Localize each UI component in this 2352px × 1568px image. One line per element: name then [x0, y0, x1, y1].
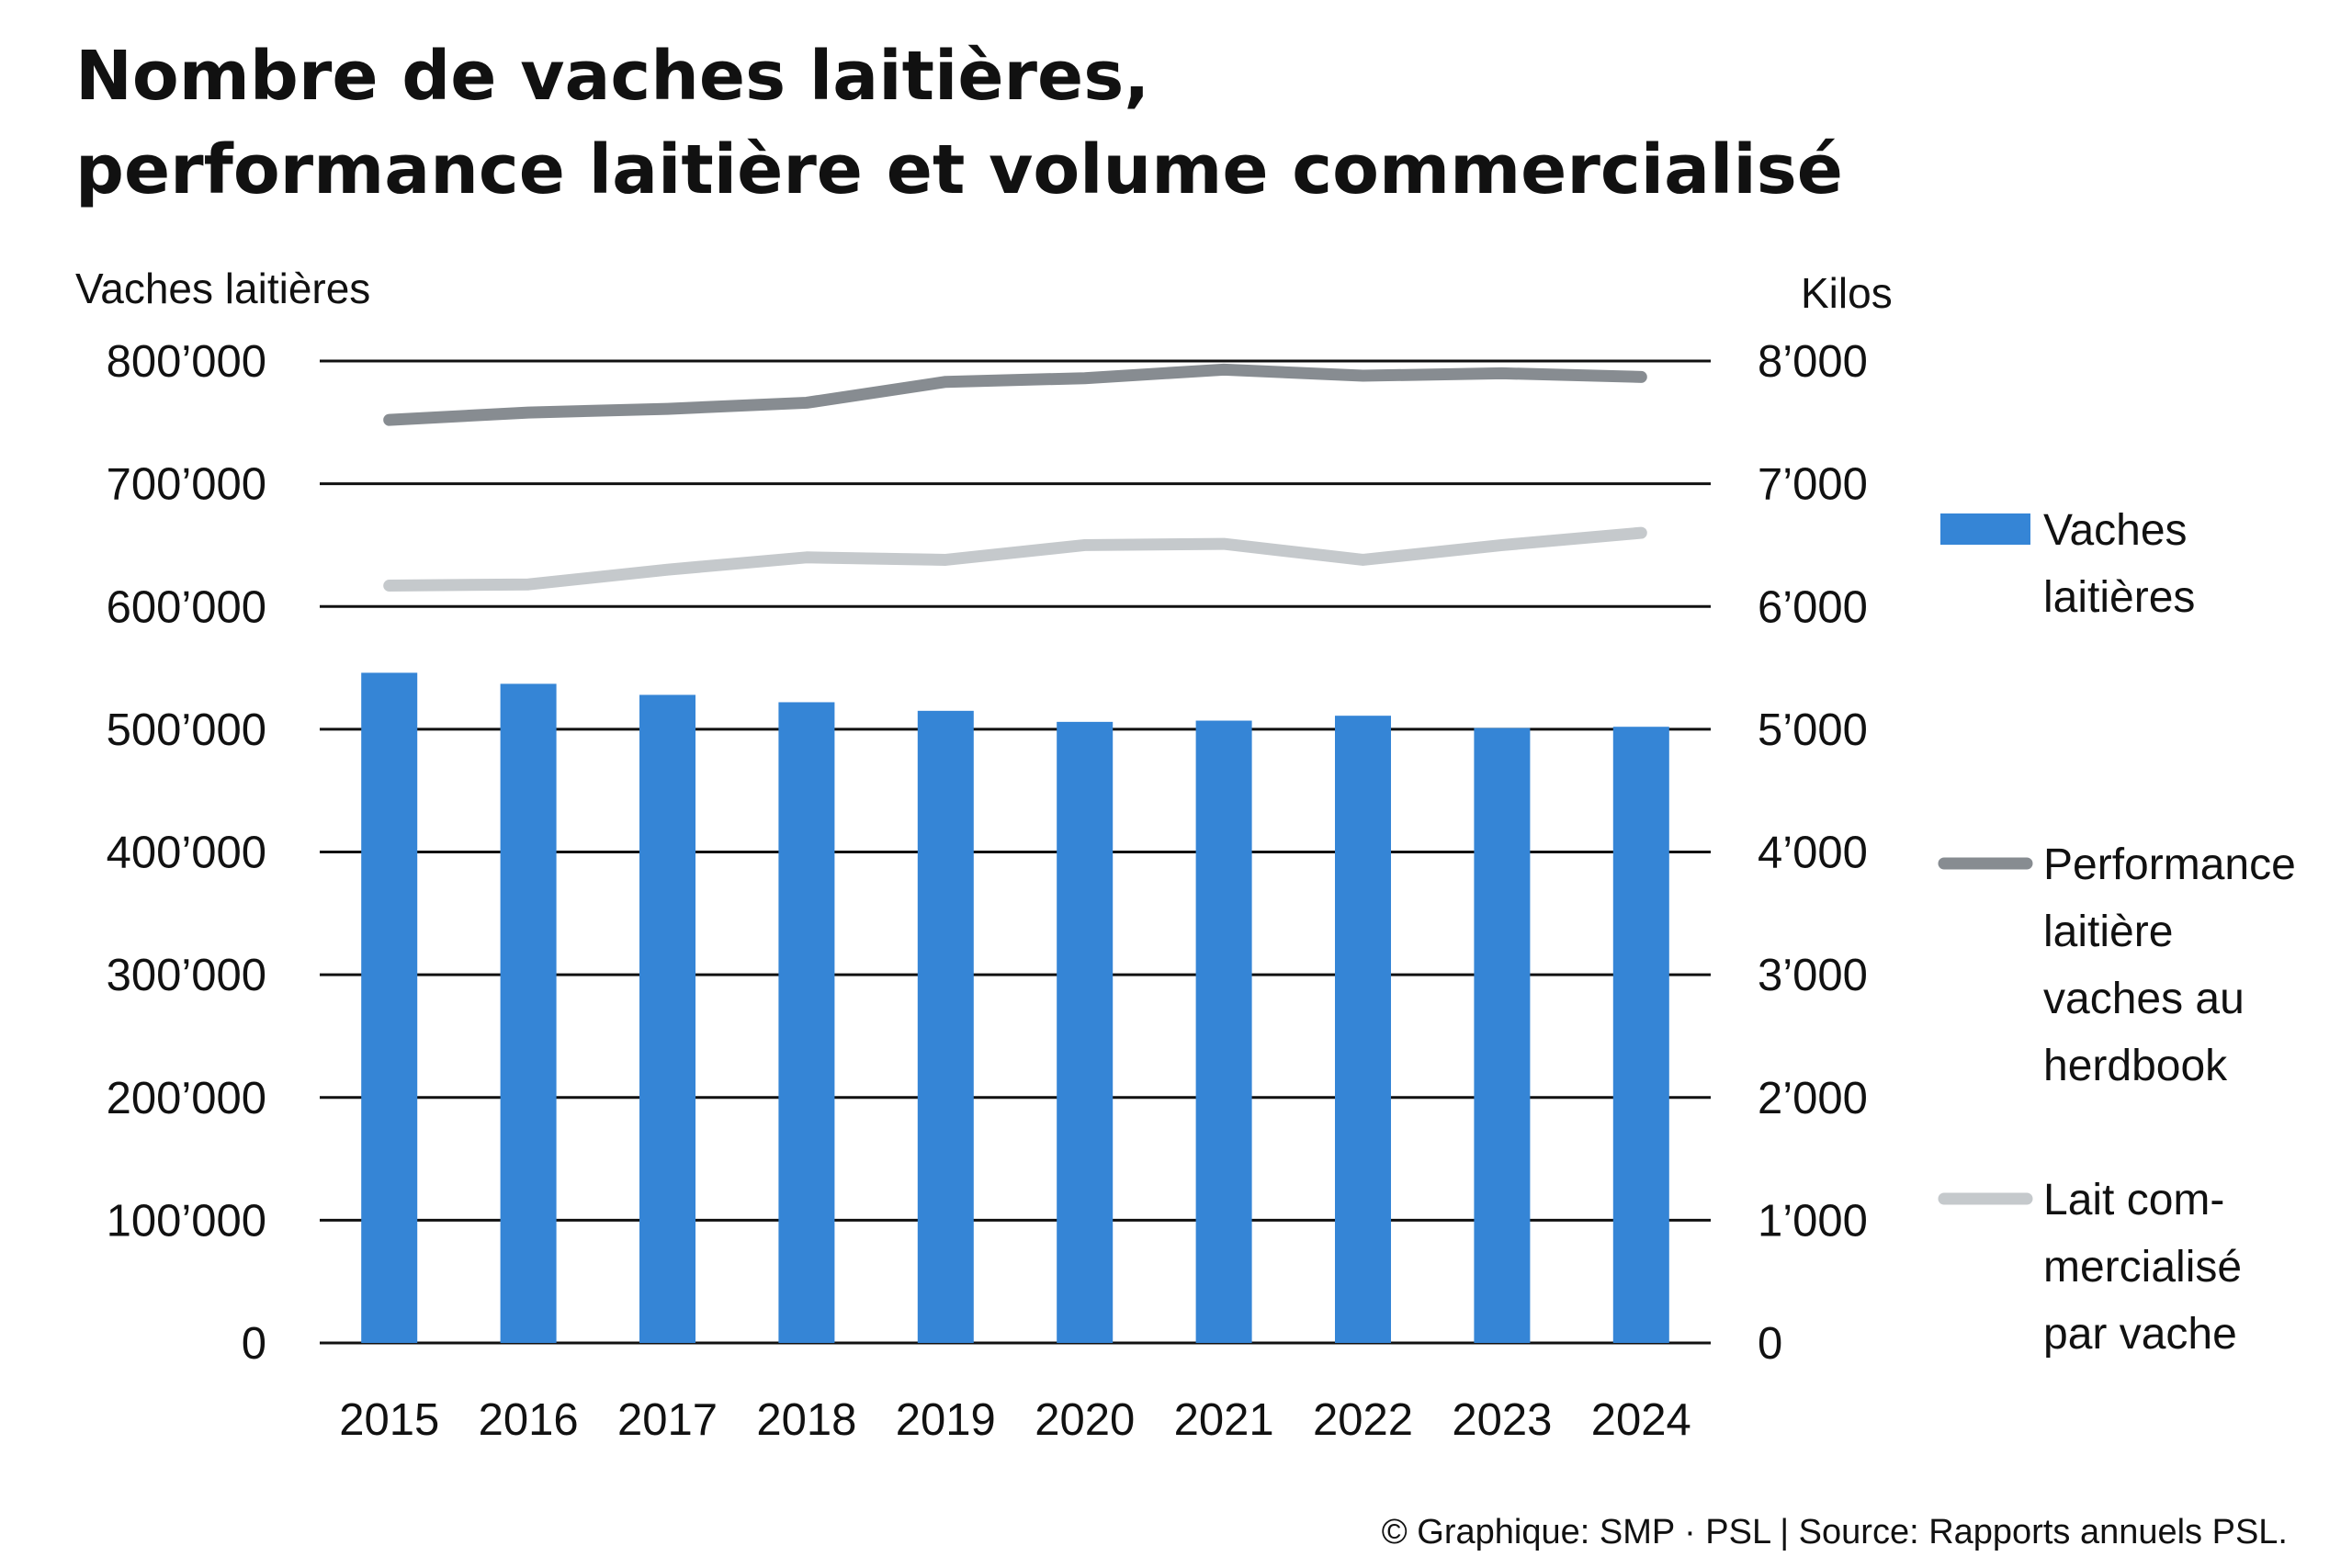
left-tick-label: 500’000	[107, 705, 266, 755]
x-tick-label: 2020	[1035, 1395, 1135, 1445]
left-tick-label: 600’000	[107, 582, 266, 632]
bar	[1474, 728, 1531, 1343]
left-tick-label: 100’000	[107, 1196, 266, 1246]
left-tick-label: 700’000	[107, 460, 266, 510]
legend-label: Performance	[2043, 840, 2296, 889]
x-tick-label: 2016	[479, 1395, 579, 1445]
bar	[917, 710, 974, 1343]
right-tick-label: 3’000	[1758, 951, 1868, 1000]
right-tick-label: 2’000	[1758, 1074, 1868, 1123]
x-tick-label: 2021	[1174, 1395, 1274, 1445]
x-tick-label: 2024	[1591, 1395, 1691, 1445]
right-tick-label: 1’000	[1758, 1196, 1868, 1246]
series-line	[383, 526, 1647, 592]
left-axis-ticks: 0 100’000 200’000 300’000 400’000 500’000 600’…	[107, 337, 266, 1369]
chart-title-line-1: Nombre de vaches laitières,	[75, 37, 1149, 116]
bar	[500, 683, 557, 1343]
bar	[1612, 727, 1669, 1343]
x-tick-label: 2022	[1313, 1395, 1413, 1445]
legend-label: herdbook	[2043, 1042, 2228, 1090]
left-tick-label: 300’000	[107, 951, 266, 1000]
series-line	[383, 363, 1647, 426]
line-series	[383, 363, 1647, 592]
left-tick-label: 0	[242, 1319, 266, 1369]
legend-label: laitière	[2043, 908, 2173, 956]
legend-swatch	[1940, 513, 2030, 545]
left-tick-label: 200’000	[107, 1074, 266, 1123]
x-tick-label: 2019	[896, 1395, 996, 1445]
right-axis-title: Kilos	[1801, 269, 1893, 317]
bar	[1057, 721, 1114, 1343]
legend-label: Lait com-	[2043, 1176, 2224, 1224]
legend-label: vaches au	[2043, 975, 2245, 1023]
bar-series	[361, 672, 1669, 1343]
legend-label: Vaches	[2043, 506, 2188, 555]
right-axis-ticks: 0 1’000 2’000 3’000 4’000 5’000 6’000 7’000 8’00…	[1758, 337, 1868, 1369]
right-tick-label: 5’000	[1758, 705, 1868, 755]
x-tick-label: 2017	[617, 1395, 718, 1445]
legend-label: par vache	[2043, 1310, 2237, 1359]
right-tick-label: 8’000	[1758, 337, 1868, 387]
legend-label: laitières	[2043, 573, 2195, 622]
bar	[1195, 720, 1252, 1343]
legend-label: mercialisé	[2043, 1243, 2242, 1292]
source-note: © Graphique: SMP · PSL | Source: Rapport…	[1382, 1513, 2288, 1551]
left-tick-label: 800’000	[107, 337, 266, 387]
x-tick-label: 2015	[339, 1395, 439, 1445]
legend: Vaches laitières Performance laitière vaches…	[1938, 506, 2296, 1359]
bar	[361, 672, 418, 1343]
bar	[1335, 716, 1391, 1343]
right-tick-label: 4’000	[1758, 829, 1868, 878]
x-tick-label: 2023	[1452, 1395, 1552, 1445]
left-axis-title: Vaches laitières	[75, 265, 370, 312]
right-tick-label: 7’000	[1758, 460, 1868, 510]
chart-title-line-2: performance laitière et volume commercia…	[75, 130, 1843, 209]
right-tick-label: 6’000	[1758, 582, 1868, 632]
chart-title: Nombre de vaches laitières, performance …	[75, 37, 1843, 209]
bar	[778, 702, 835, 1343]
left-tick-label: 400’000	[107, 829, 266, 878]
bar	[639, 694, 695, 1343]
right-tick-label: 0	[1758, 1319, 1782, 1369]
x-axis-ticks: 2015 2016 2017 2018 2019 2020 2021 2022 2023 2024	[339, 1395, 1691, 1445]
x-tick-label: 2018	[756, 1395, 856, 1445]
